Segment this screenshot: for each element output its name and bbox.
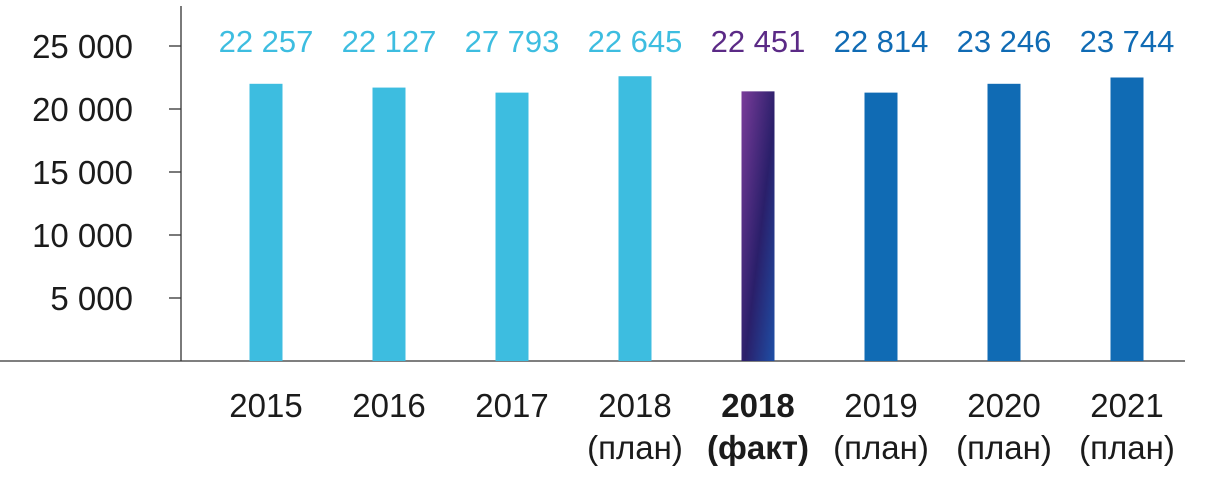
data-label: 22 257 — [219, 24, 314, 59]
y-tick-label: 20 000 — [32, 91, 133, 128]
data-label: 23 246 — [957, 24, 1052, 59]
x-tick-label: (план) — [587, 429, 683, 466]
data-label: 22 645 — [588, 24, 683, 59]
y-tick-label: 5 000 — [50, 280, 133, 317]
bar — [618, 76, 652, 362]
data-label: 22 127 — [342, 24, 437, 59]
bar — [987, 83, 1021, 362]
x-tick-label: 2021 — [1090, 387, 1163, 424]
bar — [1110, 77, 1144, 361]
y-tick-label: 15 000 — [32, 154, 133, 191]
x-tick-label: (план) — [833, 429, 929, 466]
bar — [864, 92, 898, 362]
bars — [249, 76, 1144, 362]
x-tick-label: 2019 — [844, 387, 917, 424]
y-tick-labels: 5 000 10 000 15 000 20 000 25 000 — [32, 28, 181, 317]
bar — [249, 83, 283, 362]
bar — [495, 92, 529, 362]
x-tick-label: 2018 — [598, 387, 671, 424]
data-labels: 22 257 22 127 27 793 22 645 22 451 22 814 23 2… — [219, 24, 1175, 59]
x-tick-label: (план) — [956, 429, 1052, 466]
x-tick-label: 2015 — [229, 387, 302, 424]
bar — [741, 91, 775, 362]
x-tick-label: 2018 — [721, 387, 794, 424]
y-tick-label: 10 000 — [32, 217, 133, 254]
data-label: 23 744 — [1080, 24, 1175, 59]
x-tick-label: 2020 — [967, 387, 1040, 424]
x-tick-labels: 2015 2016 2017 2018 (план) 2018 (факт) 2019 (пла… — [229, 387, 1175, 466]
data-label: 22 814 — [834, 24, 929, 59]
data-label: 27 793 — [465, 24, 560, 59]
x-tick-label: (факт) — [707, 429, 809, 466]
bar — [372, 87, 406, 361]
x-tick-label: 2016 — [352, 387, 425, 424]
data-label: 22 451 — [711, 24, 806, 59]
y-tick-label: 25 000 — [32, 28, 133, 65]
x-tick-label: (план) — [1079, 429, 1175, 466]
x-tick-label: 2017 — [475, 387, 548, 424]
